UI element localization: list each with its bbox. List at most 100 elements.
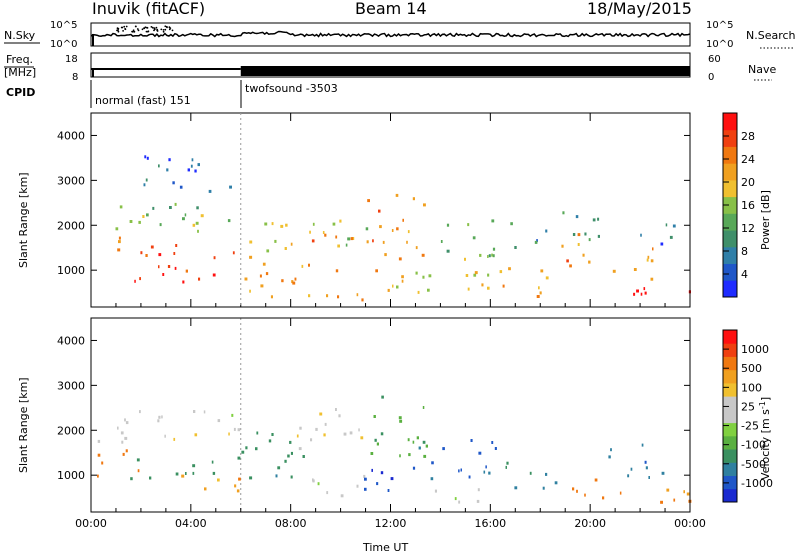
heatmap-cell [125, 421, 129, 425]
heatmap-cell [562, 211, 565, 215]
colorbar-tick-label: 1000 [741, 343, 769, 356]
heatmap-cell [491, 253, 493, 257]
heatmap-cell [193, 410, 196, 413]
heatmap-cell [361, 298, 364, 302]
heatmap-cell [167, 265, 171, 268]
heatmap-cell [312, 222, 315, 226]
heatmap-cell [423, 454, 427, 458]
heatmap-cell [208, 189, 212, 193]
colorbar-tick-label: 4 [741, 268, 748, 281]
nsearch-dot [121, 26, 124, 29]
heatmap-cell [412, 466, 416, 470]
cpid-label: CPID [6, 86, 35, 99]
velocity-ylabel: Slant Range [km] [17, 377, 30, 473]
heatmap-cell [287, 454, 290, 458]
y-tick-label: 3000 [57, 174, 85, 187]
nave-tick-top: 60 [708, 54, 721, 65]
heatmap-cell [324, 233, 327, 237]
heatmap-cell [650, 277, 654, 281]
colorbar-swatch [723, 146, 737, 164]
heatmap-cell [630, 467, 633, 471]
heatmap-cell [364, 487, 367, 491]
heatmap-cell [308, 294, 311, 298]
heatmap-cell [181, 474, 185, 478]
heatmap-cell [375, 269, 378, 273]
nsearch-dot [164, 28, 167, 31]
colorbar-swatch [723, 356, 737, 371]
colorbar-swatch [723, 435, 737, 450]
heatmap-cell [365, 227, 369, 231]
heatmap-cell [249, 289, 251, 293]
heatmap-cell [146, 213, 149, 217]
nsearch-dot [150, 26, 153, 28]
heatmap-cell [542, 486, 545, 490]
heatmap-cell [158, 253, 162, 257]
heatmap-cell [370, 452, 374, 455]
colorbar-swatch [723, 422, 737, 437]
nsearch-dot [131, 30, 134, 33]
heatmap-cell [612, 269, 616, 273]
heatmap-cell [139, 277, 141, 281]
nsky-line [90, 30, 691, 38]
nsearch-dot [156, 30, 159, 32]
heatmap-cell [262, 262, 266, 266]
heatmap-cell [301, 264, 304, 268]
heatmap-cell [672, 224, 676, 228]
heatmap-cell [326, 294, 329, 298]
heatmap-cell [324, 422, 327, 426]
heatmap-cell [211, 460, 214, 464]
colorbar-swatch [723, 462, 737, 476]
colorbar-swatch [723, 113, 737, 131]
heatmap-cell [197, 163, 200, 167]
heatmap-cell [402, 218, 404, 222]
heatmap-cell [175, 244, 178, 247]
colorbar-swatch [723, 449, 737, 463]
velocity-colorbar: 1000 500 100 25 -25 -100 -500 -1000 [722, 329, 773, 503]
heatmap-cell [192, 464, 196, 468]
y-tick-label: 1000 [57, 469, 85, 482]
nsearch-dot [153, 28, 156, 31]
heatmap-cell [415, 246, 418, 250]
heatmap-cell [665, 223, 668, 227]
heatmap-cell [487, 286, 490, 290]
heatmap-cell [633, 292, 636, 296]
heatmap-cell [427, 288, 430, 292]
heatmap-cell [387, 489, 390, 492]
colorbar-tick-label: 500 [741, 362, 762, 375]
power-x-axis [90, 113, 691, 512]
heatmap-cell [166, 168, 169, 172]
heatmap-cell [174, 202, 177, 206]
heatmap-cell [125, 449, 128, 453]
heatmap-cell [408, 453, 411, 457]
heatmap-cell [270, 295, 273, 299]
heatmap-cell [312, 479, 315, 483]
heatmap-cell [467, 287, 470, 291]
heatmap-cell [101, 461, 104, 465]
heatmap-cell [577, 233, 581, 237]
heatmap-cell [391, 229, 394, 232]
heatmap-cell [337, 295, 340, 299]
heatmap-cell [274, 239, 277, 243]
heatmap-cell [539, 291, 542, 295]
heatmap-cell [168, 158, 171, 162]
heatmap-cell [335, 408, 337, 411]
beam-title: Beam 14 [355, 0, 427, 18]
time-axis-label: Time UT [362, 541, 408, 554]
heatmap-cell [136, 458, 140, 462]
heatmap-cell [237, 428, 241, 432]
heatmap-cell [268, 439, 272, 443]
heatmap-cell [510, 222, 513, 226]
power-colorbar: 4 8 12 16 20 24 28 [722, 112, 755, 298]
heatmap-cell [245, 446, 248, 450]
heatmap-cell [159, 223, 162, 227]
nave-tick-bottom: 0 [708, 72, 714, 83]
heatmap-cell [669, 235, 673, 239]
heatmap-cell [213, 256, 216, 260]
heatmap-cell [610, 448, 612, 452]
heatmap-cell [422, 440, 426, 444]
heatmap-cell [514, 486, 518, 490]
heatmap-cell [97, 453, 101, 457]
heatmap-cell [182, 217, 185, 221]
heatmap-cell [398, 257, 402, 261]
